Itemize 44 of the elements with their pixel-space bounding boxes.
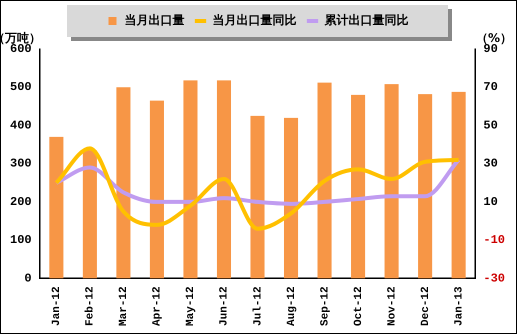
bar bbox=[284, 118, 298, 278]
y2-tick-label: -30 bbox=[483, 271, 506, 286]
bar bbox=[216, 80, 232, 278]
bar bbox=[183, 80, 198, 278]
legend-label: 当月出口量同比 bbox=[212, 13, 296, 28]
x-tick-label: Nov-12 bbox=[386, 286, 398, 326]
y2-tick-label: -10 bbox=[483, 233, 506, 248]
x-tick-label: May-12 bbox=[185, 286, 198, 326]
x-tick-label: Feb-12 bbox=[84, 286, 97, 326]
y-tick-label: 200 bbox=[10, 194, 32, 209]
bar bbox=[49, 136, 64, 278]
y-tick-label: 100 bbox=[10, 233, 32, 248]
x-tick-label: Jul-12 bbox=[252, 286, 264, 326]
y-tick-label: 400 bbox=[10, 118, 32, 132]
legend-label: 当月出口量 bbox=[124, 13, 184, 28]
y2-tick-label: 50 bbox=[483, 118, 498, 132]
x-tick-label: Mar-12 bbox=[118, 286, 130, 326]
legend-label: 累计出口量同比 bbox=[324, 13, 408, 28]
y-tick-label: 500 bbox=[10, 80, 32, 94]
x-tick-label: Dec-12 bbox=[420, 286, 432, 326]
bar bbox=[452, 92, 466, 278]
bar bbox=[351, 94, 366, 278]
x-tick-label: Jan-12 bbox=[51, 286, 64, 326]
y2-tick-label: 10 bbox=[483, 194, 498, 209]
x-tick-label: Sep-12 bbox=[319, 286, 332, 326]
bar bbox=[418, 94, 432, 278]
y2-tick-label: 30 bbox=[483, 156, 498, 171]
y2-axis-title: （%） bbox=[476, 31, 512, 46]
x-tick-label: Jan-13 bbox=[453, 286, 466, 326]
x-tick-label: Aug-12 bbox=[286, 286, 298, 326]
line-series bbox=[54, 146, 461, 231]
x-tick-label: Oct-12 bbox=[352, 286, 365, 326]
bar bbox=[318, 82, 332, 278]
bar bbox=[116, 87, 130, 278]
x-tick-label: Apr-12 bbox=[152, 286, 164, 326]
bar bbox=[250, 116, 265, 278]
bar bbox=[150, 100, 164, 278]
bar bbox=[384, 84, 399, 278]
x-tick-label: Jun-12 bbox=[218, 286, 231, 326]
bar bbox=[82, 150, 97, 278]
y2-tick-label: 70 bbox=[483, 80, 498, 94]
line-series bbox=[54, 158, 461, 206]
y-tick-label: 0 bbox=[24, 271, 32, 286]
y-tick-label: 300 bbox=[10, 156, 32, 171]
